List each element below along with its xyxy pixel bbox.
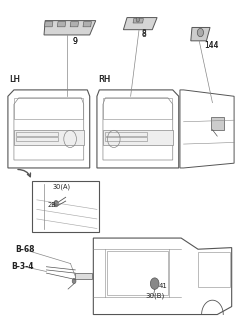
Circle shape (150, 278, 159, 289)
Polygon shape (45, 21, 53, 27)
Bar (106, 251, 168, 295)
Text: 8: 8 (142, 30, 146, 39)
Bar (211, 117, 225, 130)
Polygon shape (123, 18, 157, 30)
Text: 144: 144 (204, 42, 219, 51)
Text: 30(A): 30(A) (53, 184, 71, 190)
Bar (103, 98, 172, 119)
Text: 2B: 2B (48, 202, 56, 208)
Bar (105, 137, 147, 141)
Text: RH: RH (98, 75, 110, 84)
Polygon shape (75, 273, 92, 279)
Bar (103, 131, 173, 145)
Bar (198, 252, 230, 287)
Polygon shape (70, 21, 79, 27)
Text: 144: 144 (204, 41, 219, 50)
Polygon shape (44, 20, 96, 35)
Polygon shape (191, 28, 210, 41)
Polygon shape (83, 21, 91, 27)
Polygon shape (57, 21, 66, 27)
Text: 9: 9 (73, 37, 78, 46)
Circle shape (72, 278, 76, 284)
Text: 8: 8 (142, 29, 146, 38)
Circle shape (197, 28, 204, 37)
Text: 30(B): 30(B) (145, 293, 164, 299)
Text: B-3-4: B-3-4 (12, 262, 34, 271)
Polygon shape (133, 19, 143, 23)
Text: 41: 41 (158, 283, 167, 289)
Bar (14, 98, 83, 119)
Bar (16, 137, 58, 141)
Text: LH: LH (9, 75, 20, 84)
Bar (16, 132, 58, 136)
Text: RH: RH (98, 75, 110, 84)
Text: B-68: B-68 (16, 245, 35, 254)
Text: LH: LH (9, 75, 20, 84)
Bar (32, 181, 99, 232)
Circle shape (54, 200, 58, 207)
FancyArrowPatch shape (18, 170, 30, 177)
Bar (14, 131, 84, 145)
Bar (105, 132, 147, 136)
Text: 9: 9 (73, 37, 78, 46)
Circle shape (136, 18, 140, 22)
